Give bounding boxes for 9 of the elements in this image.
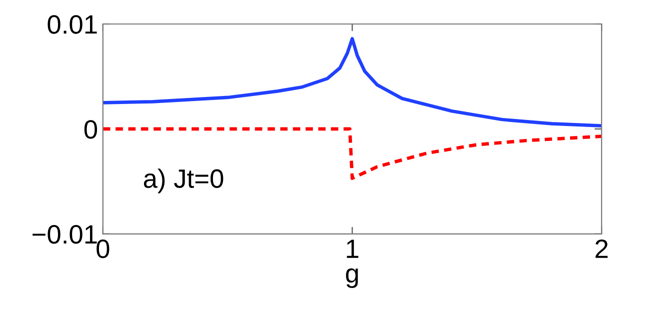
y-tick-label: 0 — [84, 120, 98, 139]
line-series — [102, 37, 602, 128]
x-tick-label: 1 — [346, 240, 358, 258]
y-tick-label: 0.01 — [48, 15, 97, 34]
y-tick-label: −0.01 — [32, 225, 97, 244]
x-tick-label: 0 — [96, 239, 110, 258]
x-tick-label: 2 — [596, 239, 608, 258]
x-axis-title: g — [346, 268, 358, 288]
annotation: a) Jt=0 — [144, 168, 224, 194]
